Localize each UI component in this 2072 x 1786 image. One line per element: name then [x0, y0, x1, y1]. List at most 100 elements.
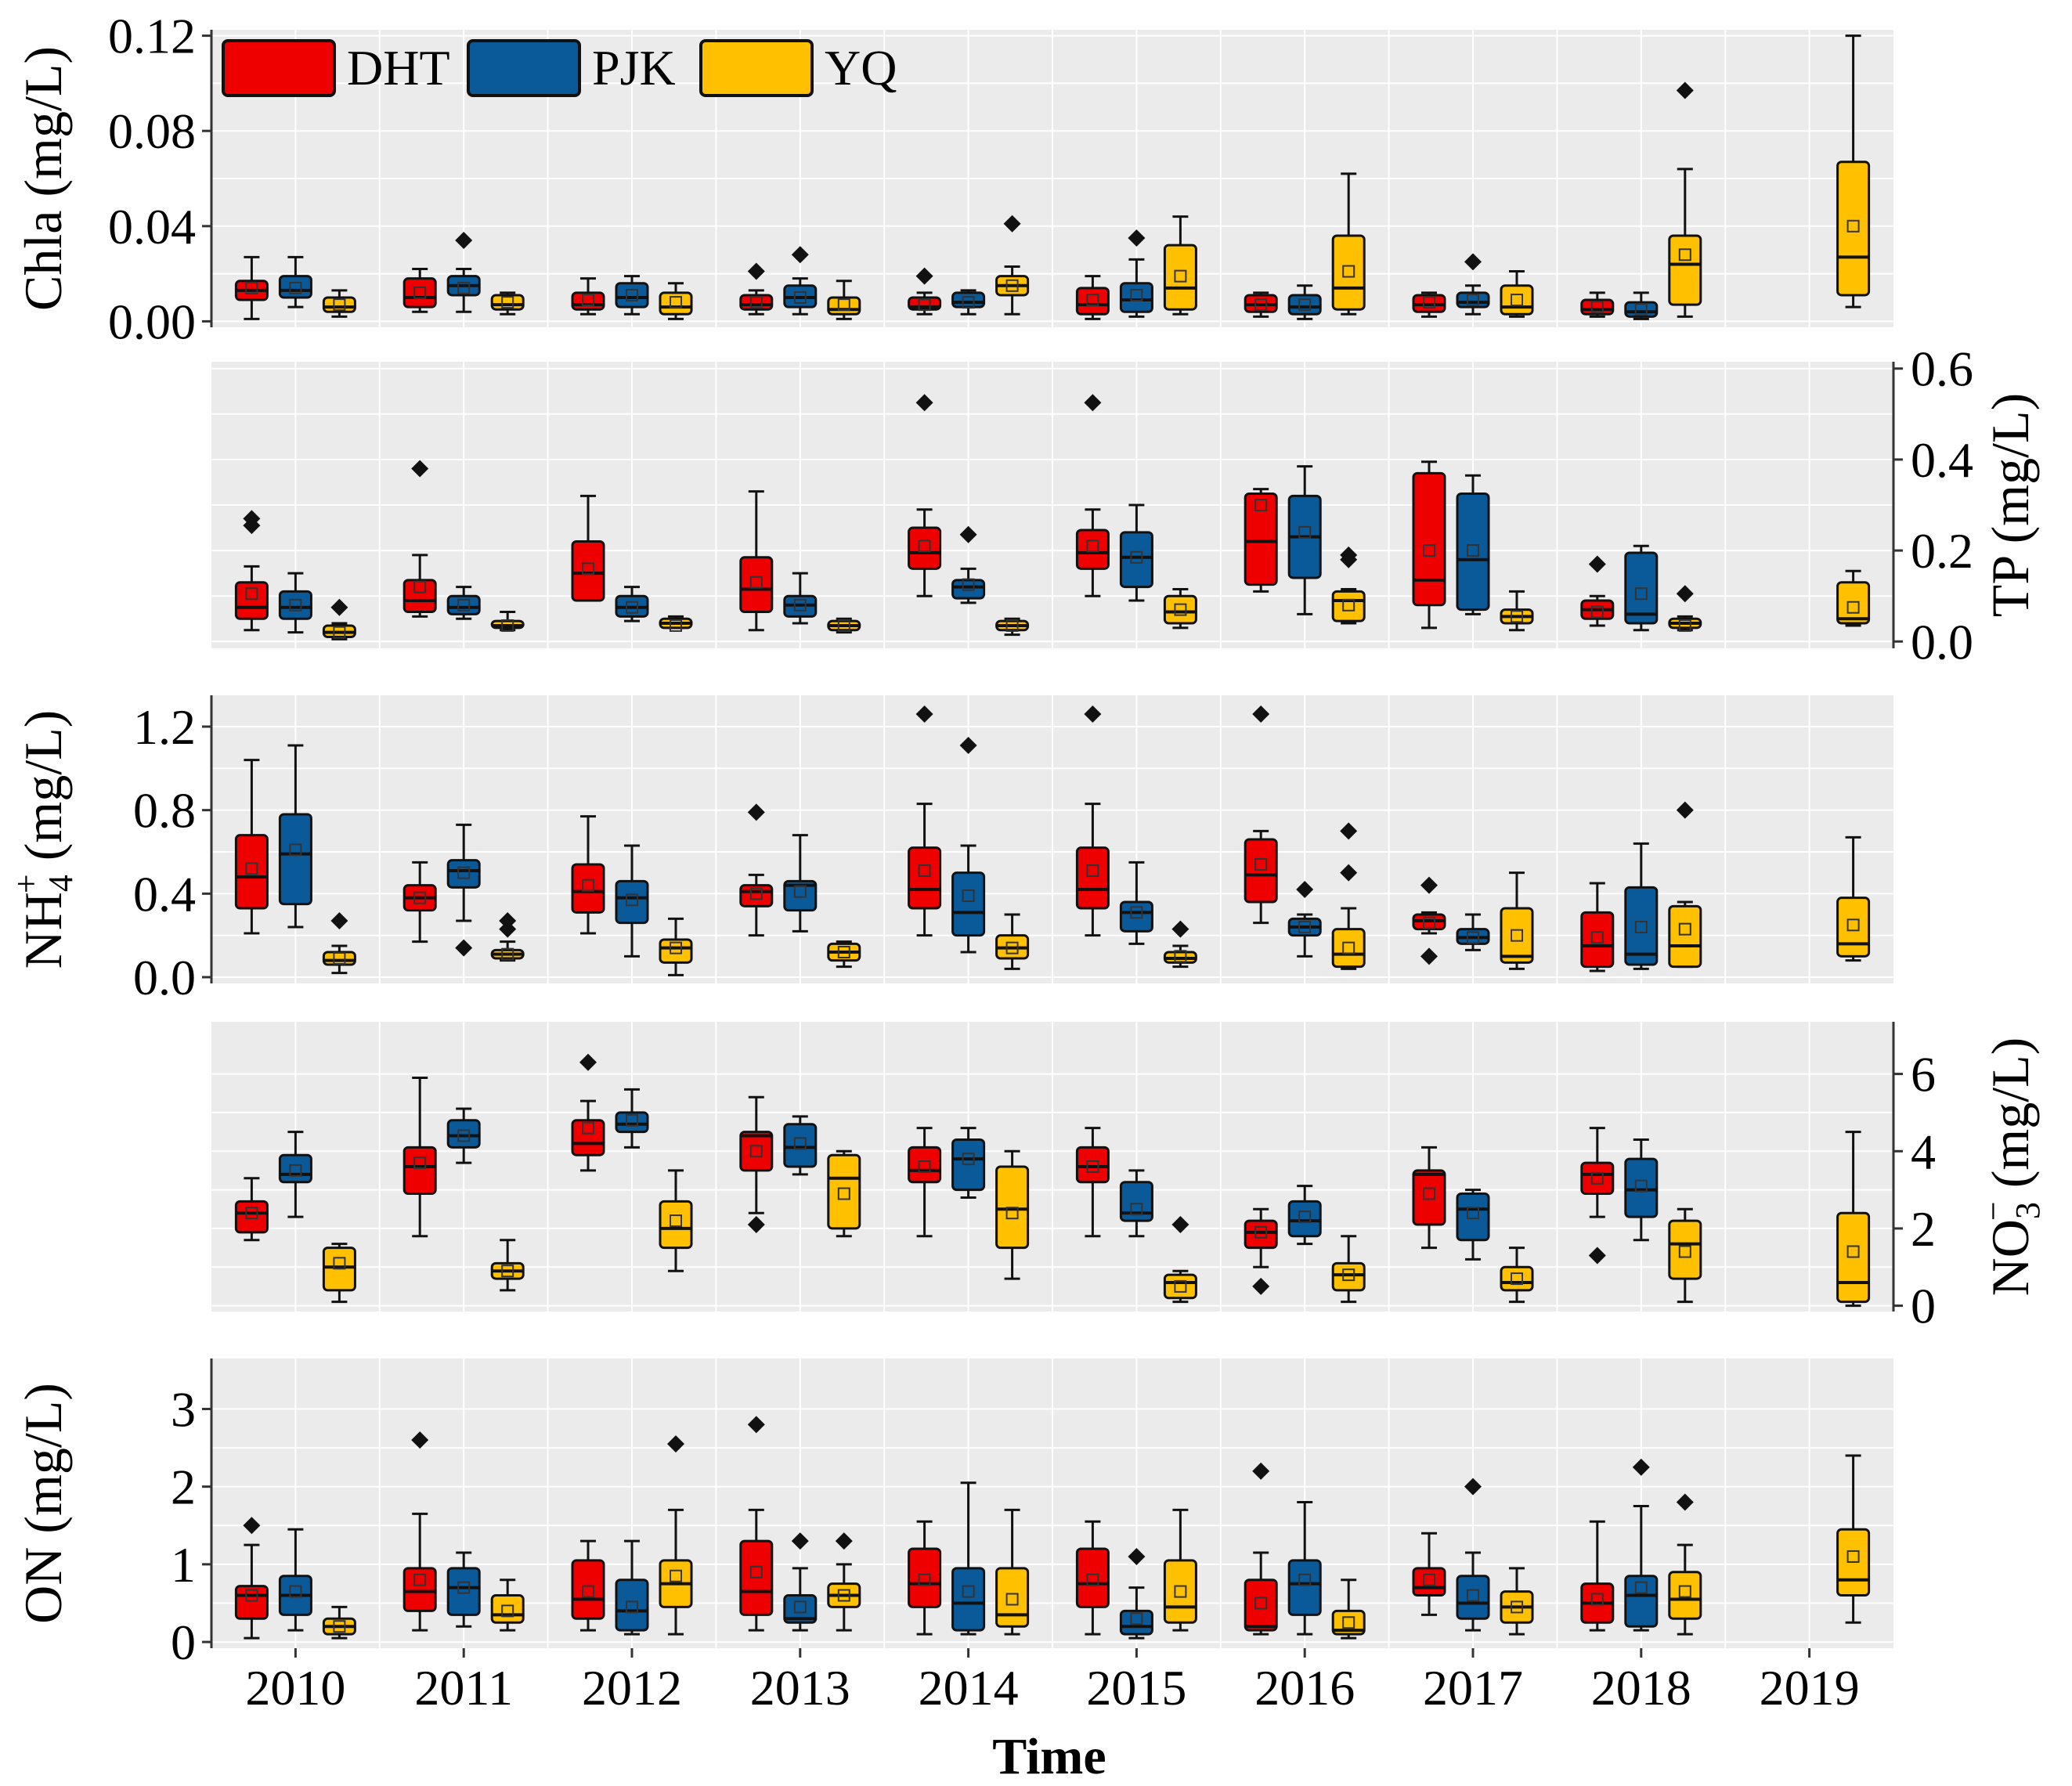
box-YQ-2015: [1163, 1508, 1197, 1632]
box-iqr: [234, 834, 269, 910]
box-PJK-2010: [278, 255, 312, 308]
box-iqr: [446, 1119, 481, 1149]
y-axis-title-no3: NO3− (mg/L): [1974, 1037, 2047, 1297]
box-iqr: [571, 863, 605, 914]
box-iqr: [1331, 234, 1366, 311]
box-PJK-2012: [615, 1539, 649, 1636]
mean-marker: [1005, 1207, 1019, 1220]
outlier-point: [243, 1517, 261, 1535]
box-DHT-2017: [1412, 1532, 1446, 1616]
y-tick-label: 1: [171, 1537, 196, 1593]
box-YQ-2017: [1500, 1567, 1534, 1636]
mean-marker: [749, 296, 763, 309]
box-DHT-2015: [1075, 1127, 1110, 1238]
box-YQ-2018: [1668, 801, 1702, 969]
legend-item-DHT: DHT: [222, 39, 450, 97]
box-DHT-2012: [571, 815, 605, 935]
mean-marker: [1174, 950, 1187, 963]
box-DHT-2013: [739, 1095, 774, 1233]
mean-marker: [582, 294, 594, 307]
box-YQ-2015: [1163, 587, 1197, 630]
mean-marker: [837, 946, 850, 958]
box-PJK-2013: [783, 572, 818, 625]
mean-marker: [1086, 864, 1099, 877]
box-YQ-2014: [995, 913, 1030, 970]
outlier-point: [1084, 705, 1102, 723]
gridlines: [211, 362, 1893, 648]
mean-marker: [1590, 1593, 1604, 1606]
y-tick-label: 3: [171, 1381, 196, 1437]
box-YQ-2018: [1668, 1207, 1702, 1304]
mean-marker: [1467, 1589, 1479, 1602]
outlier-point: [411, 460, 429, 478]
box-iqr: [783, 1123, 818, 1168]
box-DHT-2012: [571, 1539, 605, 1632]
box-YQ-2011: [490, 291, 525, 316]
outlier-point: [1632, 1458, 1650, 1476]
series-PJK-no3: [278, 1088, 1659, 1261]
y-tick-label: 0.0: [133, 950, 196, 1005]
box-YQ-2013: [827, 1532, 861, 1632]
mean-marker: [670, 941, 682, 954]
mean-marker: [793, 1137, 807, 1150]
x-tick-label-2015: 2015: [1086, 1660, 1186, 1716]
mean-marker: [626, 1113, 638, 1127]
y-axis-title-tp: TP (mg/L): [1980, 393, 2040, 617]
box-PJK-2016: [1287, 465, 1322, 615]
box-iqr: [951, 1567, 986, 1632]
box-YQ-2016: [1331, 1579, 1366, 1640]
box-iqr: [1119, 900, 1153, 933]
x-tick-label-2019: 2019: [1760, 1660, 1860, 1716]
x-tick-label-2018: 2018: [1591, 1660, 1691, 1716]
outlier-point: [411, 1431, 429, 1449]
y-tick-label: 0.0: [1911, 614, 1973, 669]
box-PJK-2017: [1456, 913, 1490, 951]
mean-marker: [918, 864, 931, 877]
box-DHT-2015: [1075, 394, 1110, 597]
box-YQ-2010: [322, 289, 356, 318]
mean-marker: [1423, 296, 1435, 309]
box-iqr: [1456, 492, 1490, 612]
mean-marker: [626, 601, 638, 614]
mean-marker: [1634, 1581, 1648, 1594]
box-iqr: [1075, 1146, 1110, 1184]
mean-marker: [333, 1257, 346, 1270]
box-YQ-2019: [1836, 569, 1871, 627]
outlier-point: [1676, 1493, 1694, 1511]
box-iqr: [1163, 244, 1197, 311]
mean-marker: [962, 889, 975, 902]
box-YQ-2017: [1500, 1247, 1534, 1304]
mean-marker: [837, 298, 850, 312]
panel-nh4: 0.0 0.4 0.8 1.2 NH4+ (mg/L): [7, 695, 1893, 1005]
box-iqr: [1456, 1192, 1490, 1242]
mean-marker: [626, 288, 638, 301]
mean-marker: [1511, 294, 1523, 307]
box-PJK-2011: [446, 232, 481, 313]
box-YQ-2019: [1836, 1131, 1871, 1308]
outlier-point: [915, 267, 933, 285]
box-iqr: [1580, 911, 1615, 969]
box-PJK-2011: [446, 586, 481, 620]
y-tick-label: 4: [1911, 1124, 1936, 1179]
box-iqr: [278, 275, 312, 299]
mean-marker: [582, 879, 594, 892]
x-axis-title: Time: [992, 1728, 1106, 1785]
outlier-point: [1252, 705, 1270, 723]
box-iqr: [1163, 1273, 1197, 1300]
box-iqr: [659, 1200, 693, 1250]
mean-marker: [749, 1145, 763, 1158]
mean-marker: [1423, 544, 1435, 557]
box-PJK-2015: [1119, 1169, 1153, 1238]
series-YQ-chla: [322, 34, 1871, 320]
mean-marker: [501, 947, 514, 961]
series-DHT-chla: [234, 255, 1615, 320]
mean-marker: [793, 598, 807, 612]
y-tick-label: 6: [1911, 1047, 1936, 1102]
mean-marker: [749, 887, 763, 900]
box-DHT-2016: [1244, 291, 1278, 318]
box-YQ-2017: [1500, 871, 1534, 970]
outlier-point: [1464, 1478, 1482, 1496]
y-tick-label: 2: [1911, 1201, 1936, 1257]
mean-marker: [501, 1604, 514, 1618]
mean-marker: [1634, 921, 1648, 933]
